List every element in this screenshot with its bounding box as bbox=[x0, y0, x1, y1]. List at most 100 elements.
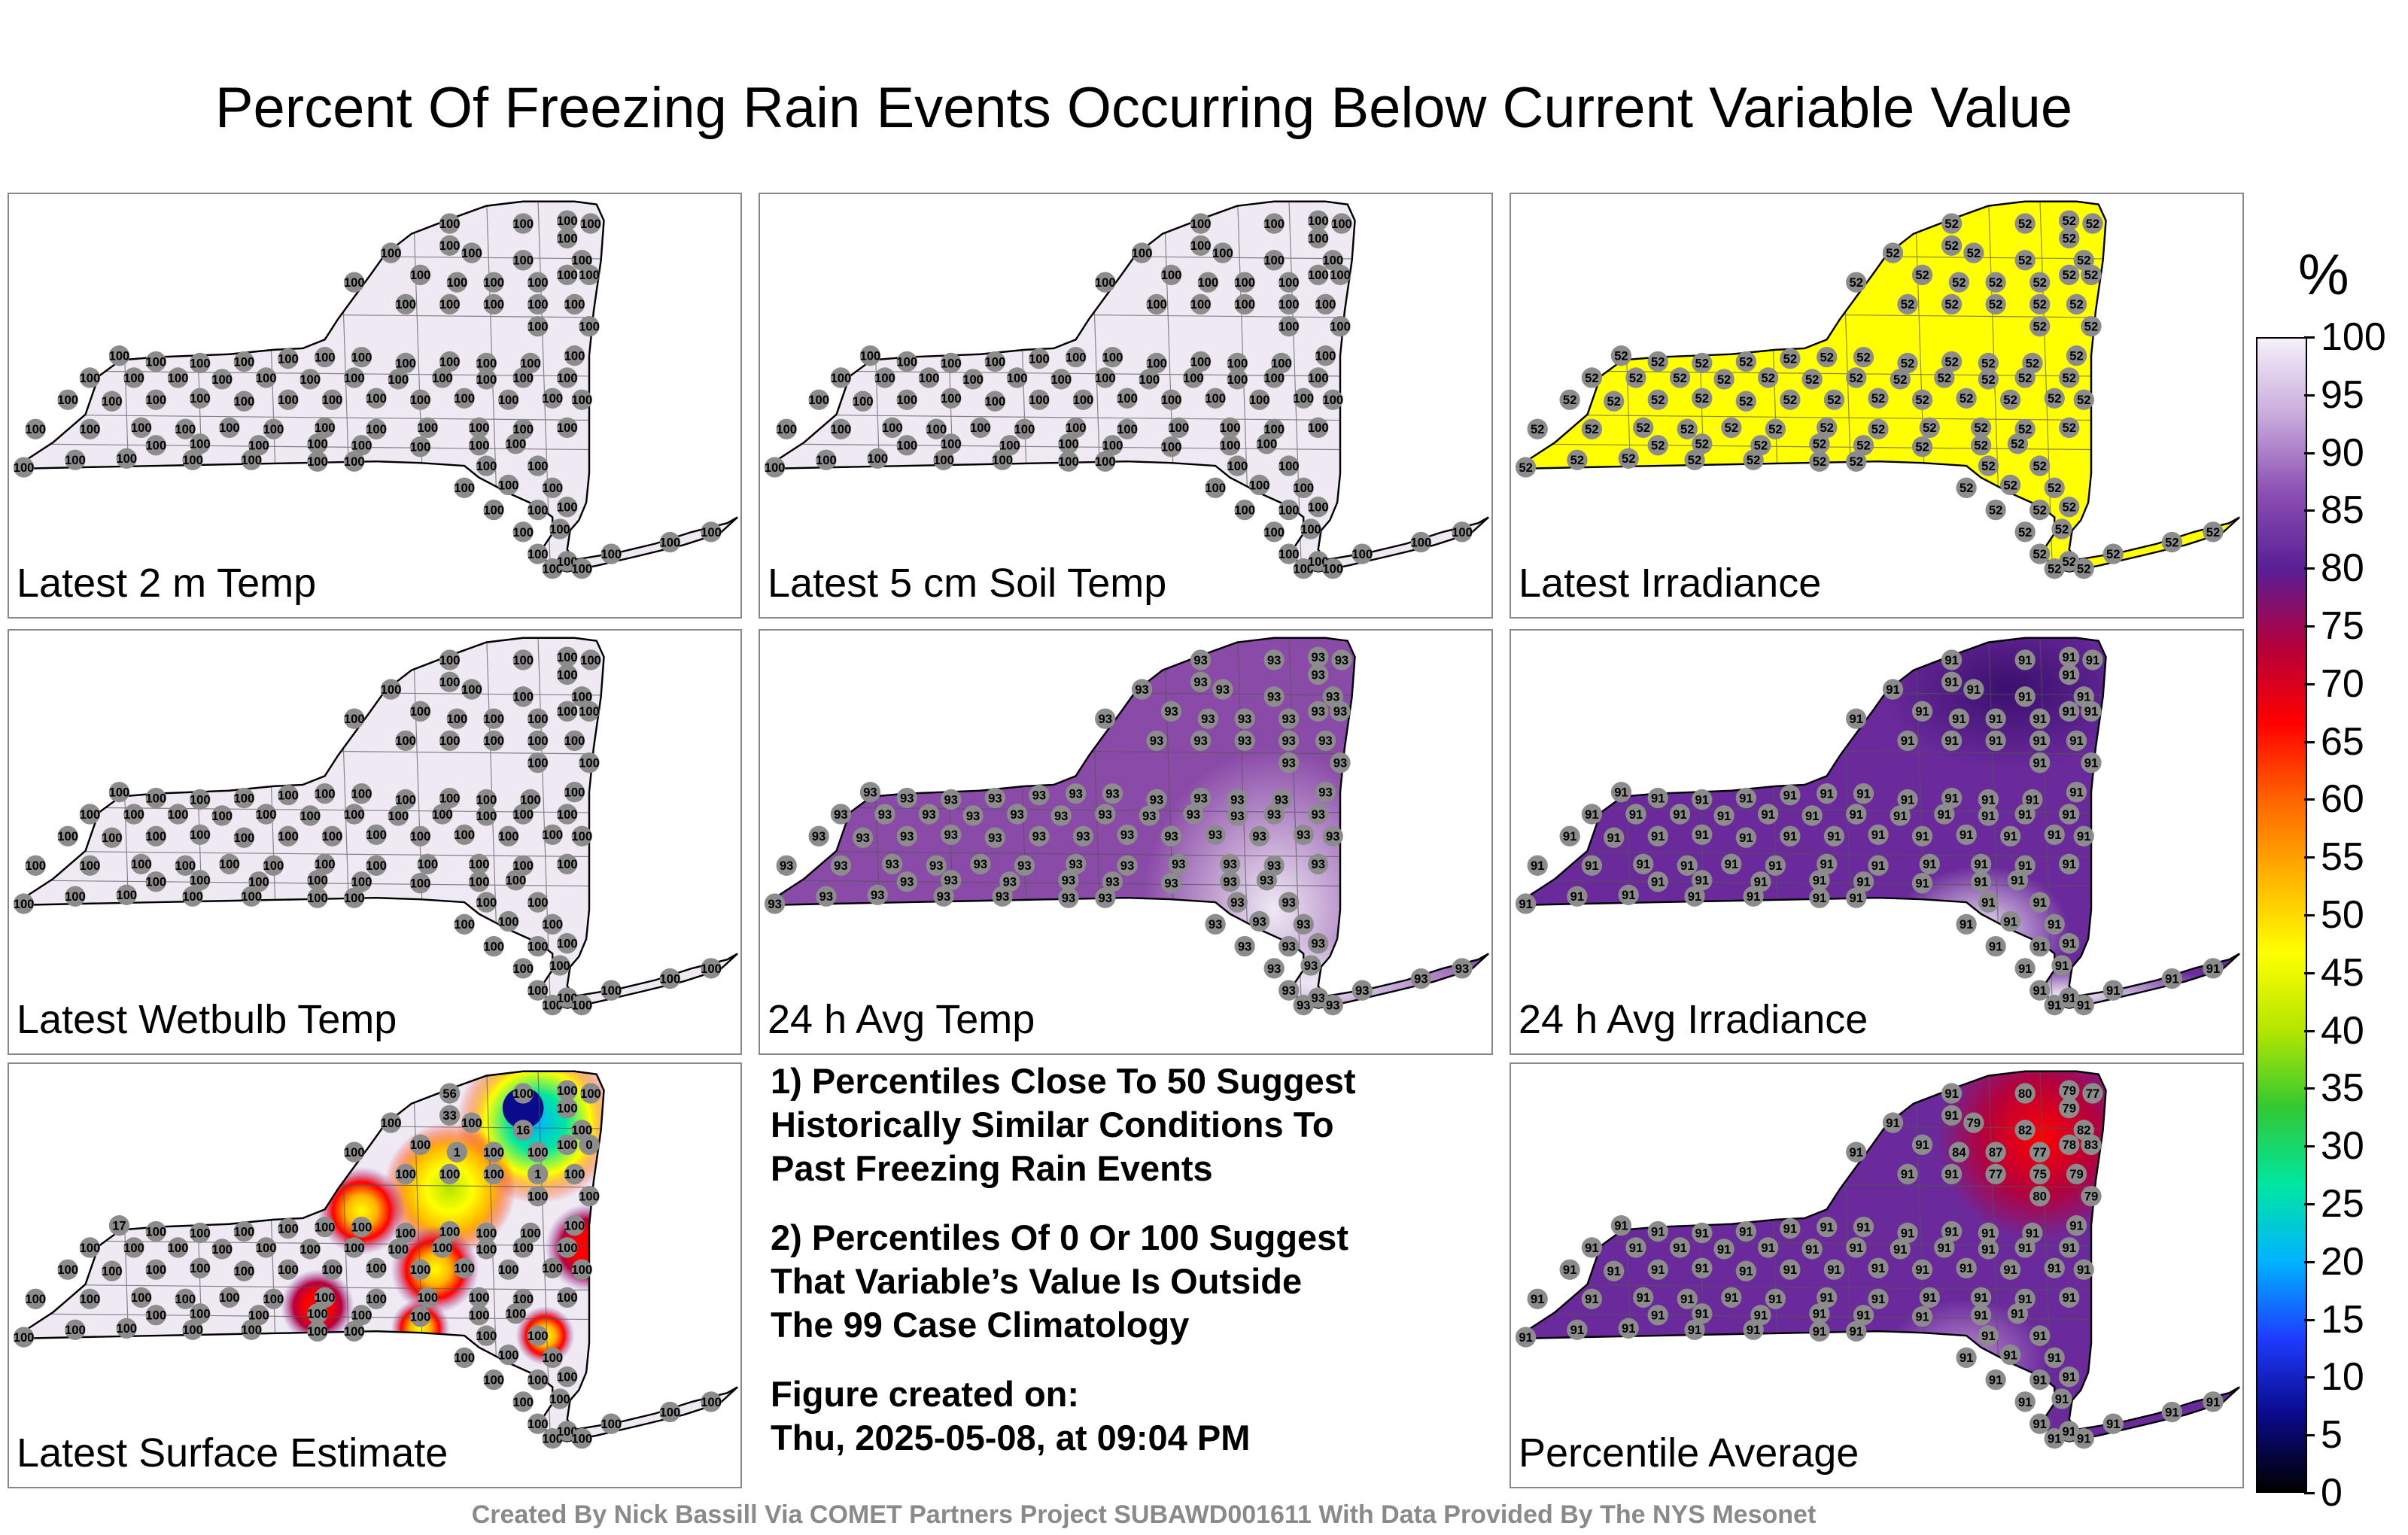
station-value: 100 bbox=[1102, 439, 1123, 453]
station-dot bbox=[1985, 1369, 2006, 1391]
station-dot bbox=[1278, 293, 1300, 315]
station-dot bbox=[1604, 391, 1625, 412]
station-value: 100 bbox=[1308, 500, 1329, 515]
station-value: 100 bbox=[660, 535, 681, 549]
station-value: 100 bbox=[1050, 372, 1072, 387]
station-value: 100 bbox=[307, 891, 328, 905]
station-dot bbox=[557, 804, 578, 825]
station-dot bbox=[1633, 853, 1654, 874]
state-outline bbox=[1516, 200, 2240, 573]
station-value: 93 bbox=[1267, 859, 1281, 873]
station-dot bbox=[1868, 388, 1889, 409]
station-value: 91 bbox=[2018, 690, 2032, 704]
station-value: 100 bbox=[182, 453, 203, 467]
station-value: 100 bbox=[483, 1145, 504, 1160]
station-dot bbox=[315, 1216, 336, 1238]
station-dot bbox=[2029, 935, 2051, 957]
station-dot bbox=[528, 272, 549, 293]
station-dot bbox=[528, 752, 549, 774]
station-value: 100 bbox=[528, 756, 549, 771]
station-value: 100 bbox=[241, 889, 262, 904]
station-dot bbox=[2059, 804, 2080, 825]
station-dot bbox=[1985, 499, 2006, 521]
station-dot bbox=[1234, 730, 1255, 752]
station-value: 93 bbox=[1098, 807, 1111, 822]
station-dot bbox=[476, 1239, 497, 1260]
station-dot bbox=[1058, 887, 1079, 908]
station-value: 100 bbox=[190, 1226, 211, 1240]
station-value: 91 bbox=[1820, 857, 1833, 871]
station-value: 91 bbox=[2048, 1351, 2061, 1365]
station-dot bbox=[557, 664, 578, 685]
station-dot bbox=[1308, 853, 1329, 874]
station-value: 100 bbox=[248, 439, 269, 453]
station-dot bbox=[579, 264, 600, 286]
station-value: 52 bbox=[1768, 422, 1782, 436]
station-dot bbox=[13, 893, 35, 914]
station-dot bbox=[1160, 825, 1182, 847]
station-value: 52 bbox=[1938, 371, 1951, 385]
station-value: 52 bbox=[1981, 459, 1995, 473]
station-value: 100 bbox=[962, 372, 984, 387]
colorbar-tick bbox=[2304, 856, 2315, 859]
station-dot bbox=[432, 804, 453, 825]
station-value: 100 bbox=[1227, 459, 1248, 473]
station-dot bbox=[1248, 910, 1270, 932]
station-value: 93 bbox=[1216, 682, 1230, 697]
station-value: 52 bbox=[2077, 254, 2090, 268]
station-value: 100 bbox=[256, 1241, 277, 1255]
station-value: 100 bbox=[439, 734, 461, 748]
station-value: 91 bbox=[1820, 786, 1833, 801]
station-dot bbox=[2081, 752, 2102, 774]
station-dot bbox=[190, 388, 211, 409]
station-value: 93 bbox=[1252, 829, 1266, 843]
station-value: 100 bbox=[860, 349, 881, 363]
station-dot bbox=[13, 1327, 35, 1348]
station-value: 100 bbox=[1263, 254, 1285, 268]
station-dot bbox=[2014, 213, 2036, 234]
station-dot bbox=[1743, 886, 1764, 907]
station-dot bbox=[351, 1305, 372, 1326]
state-outline bbox=[1516, 637, 2240, 1009]
station-dot bbox=[2059, 1287, 2080, 1308]
station-value: 52 bbox=[1688, 453, 1701, 467]
station-value: 100 bbox=[263, 859, 284, 873]
station-value: 52 bbox=[1570, 453, 1584, 467]
station-dot bbox=[528, 708, 549, 729]
station-value: 93 bbox=[1164, 829, 1178, 843]
station-value: 52 bbox=[2062, 268, 2075, 282]
station-value: 100 bbox=[344, 275, 365, 290]
state-outline bbox=[765, 637, 1489, 1009]
station-value: 100 bbox=[1315, 349, 1336, 363]
station-value: 100 bbox=[469, 439, 490, 453]
station-dot bbox=[344, 1237, 365, 1258]
station-value: 100 bbox=[417, 857, 438, 871]
station-dot bbox=[255, 1237, 277, 1258]
station-value: 100 bbox=[1205, 391, 1226, 406]
station-value: 52 bbox=[2062, 231, 2075, 245]
station-dot bbox=[1190, 235, 1212, 256]
station-value: 91 bbox=[1754, 875, 1768, 889]
station-dot bbox=[1102, 871, 1123, 892]
station-dot bbox=[528, 1413, 549, 1434]
station-value: 91 bbox=[1938, 1241, 1951, 1255]
station-value: 100 bbox=[919, 371, 940, 385]
station-dot bbox=[1817, 783, 1838, 804]
station-dot bbox=[1146, 730, 1167, 752]
station-dot bbox=[853, 391, 874, 412]
station-value: 91 bbox=[1531, 1292, 1544, 1306]
station-value: 100 bbox=[190, 437, 211, 451]
station-value: 100 bbox=[307, 1324, 328, 1339]
station-dot bbox=[580, 649, 601, 670]
station-dot bbox=[1721, 417, 1742, 438]
station-dot bbox=[1853, 346, 1874, 368]
station-value: 100 bbox=[498, 1263, 519, 1277]
station-dot bbox=[307, 887, 328, 908]
station-value: 100 bbox=[933, 453, 954, 467]
station-dot bbox=[1890, 369, 1911, 390]
station-dot bbox=[351, 346, 372, 368]
station-value: 100 bbox=[190, 391, 211, 406]
station-value: 52 bbox=[1651, 439, 1665, 453]
station-dot bbox=[564, 345, 585, 366]
station-dot bbox=[528, 543, 549, 564]
